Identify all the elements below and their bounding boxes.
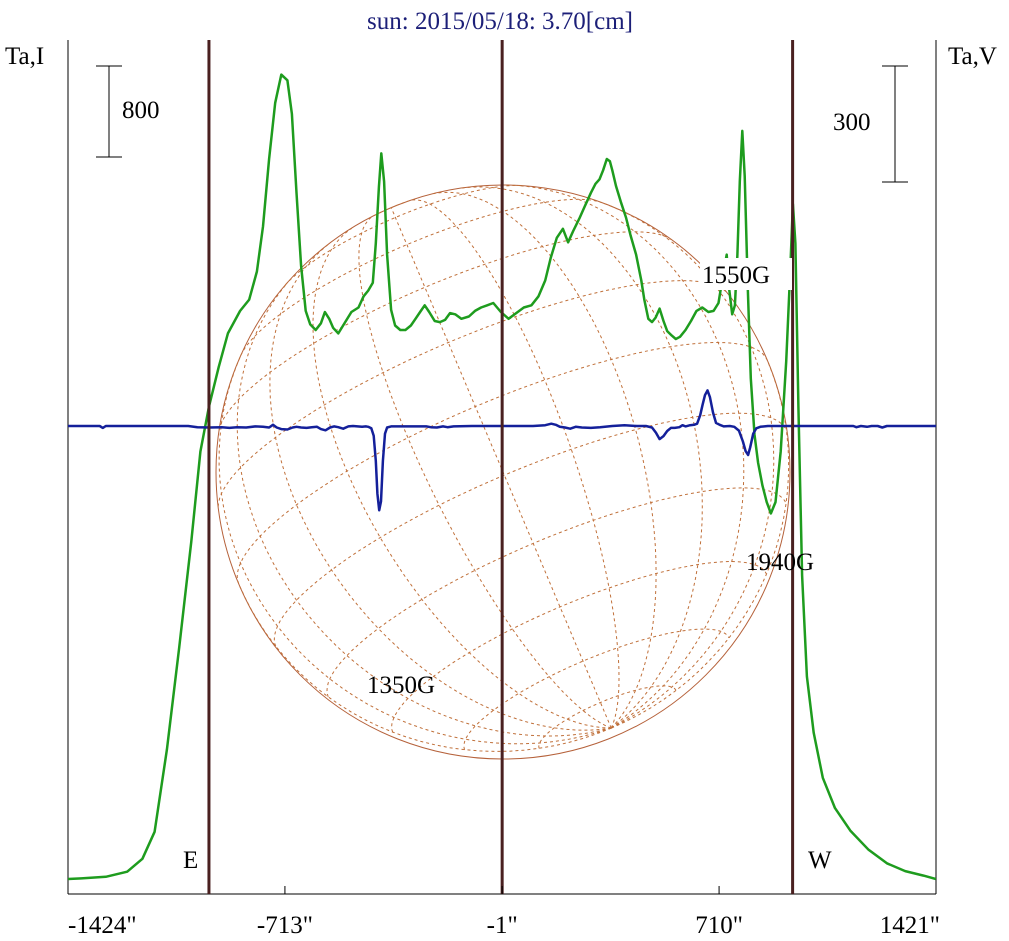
grid-meridian (238, 583, 612, 752)
left-scale-label: 800 (122, 97, 160, 124)
x-tick-label-0: -1424" (68, 912, 137, 939)
x-tick-label-3: 710" (695, 912, 743, 939)
annotation-1550g-background (700, 258, 792, 290)
grid-meridian (269, 244, 612, 731)
x-tick-label-1: -713" (257, 912, 313, 939)
left-scale-bar (96, 65, 122, 158)
annotation-1350g: 1350G (367, 672, 435, 699)
grid-parallel (217, 280, 727, 507)
grid-meridian (236, 281, 612, 737)
grid-parallel (463, 628, 730, 750)
series-group (68, 73, 936, 881)
x-tick-label-2: -1" (487, 912, 518, 939)
grid-meridian (516, 184, 745, 729)
grid-parallel (240, 198, 603, 356)
annotation-1550g: 1550G (702, 262, 770, 289)
grid-parallel (391, 560, 767, 733)
west-limb-label: W (808, 847, 832, 874)
x-axis-ticks: -1424" -713" -1" 710" 1421" (67, 886, 940, 939)
annotation-1940g: 1940G (746, 549, 814, 576)
grid-meridian (312, 227, 612, 729)
grid-meridian (390, 207, 612, 729)
x-tick-label-4: 1421" (880, 912, 940, 939)
grid-meridian (601, 202, 775, 729)
east-limb-label: E (183, 847, 198, 874)
right-scale-bar (882, 65, 908, 183)
y-left-label: Ta,I (5, 43, 44, 70)
grid-parallel (273, 412, 787, 647)
grid-parallel (218, 231, 672, 431)
grid-meridian (409, 199, 620, 729)
series-line-intensity (68, 73, 936, 881)
grid-parallel (326, 487, 787, 698)
right-scale-label: 300 (833, 109, 871, 136)
grid-meridian (358, 215, 612, 729)
grid-meridian (433, 191, 657, 729)
limb-lines (207, 40, 795, 894)
y-right-label: Ta,V (948, 43, 997, 70)
grid-meridian (611, 360, 790, 729)
series-line-polarization (68, 389, 936, 512)
grid-meridian (461, 186, 703, 729)
chart-title: sun: 2015/05/18: 3.70[cm] (367, 8, 633, 35)
